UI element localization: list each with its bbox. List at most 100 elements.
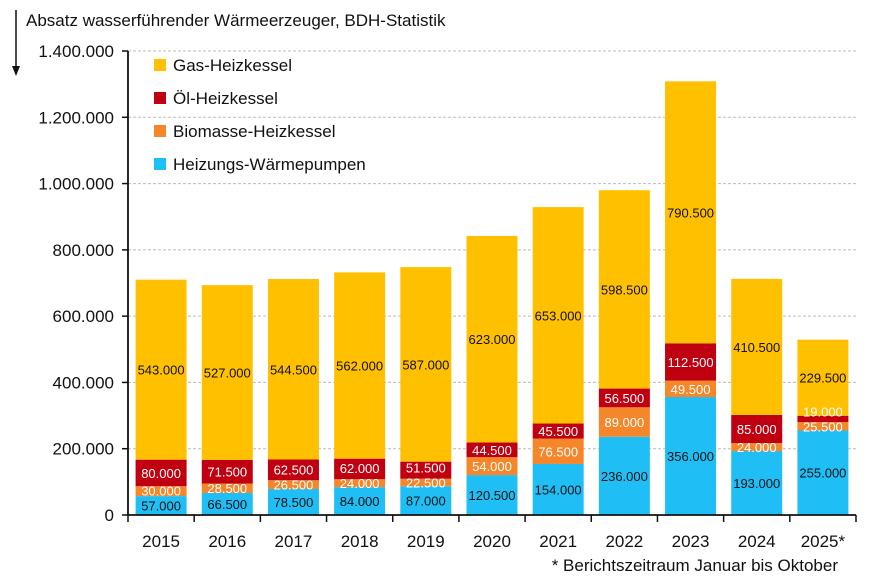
bar-segment (665, 81, 717, 344)
bar-segment (334, 272, 386, 459)
y-tick-label: 1.400.000 (38, 42, 114, 61)
bar-segment (532, 438, 584, 464)
data-label: 587.000 (402, 357, 449, 372)
data-label: 19.000 (803, 404, 843, 419)
y-tick-label: 400.000 (53, 373, 114, 392)
data-label: 22.500 (406, 475, 446, 490)
y-tick-label: 200.000 (53, 440, 114, 459)
bar-segment (466, 457, 518, 476)
data-label: 25.500 (803, 419, 843, 434)
title-arrow-head (12, 66, 20, 76)
bar-segment (135, 459, 187, 487)
data-label: 193.000 (733, 476, 780, 491)
data-label: 66.500 (207, 497, 247, 512)
bar-segment (797, 339, 849, 416)
data-label: 598.500 (601, 282, 648, 297)
bar-segment (665, 380, 717, 398)
data-label: 56.500 (604, 391, 644, 406)
bar-segment (731, 451, 783, 515)
x-tick-label: 2017 (275, 532, 313, 551)
bar-segment (598, 190, 650, 389)
bar-segment (400, 478, 452, 487)
y-tick-label: 1.000.000 (38, 175, 114, 194)
data-label: 84.000 (340, 494, 380, 509)
y-tick-label: 800.000 (53, 241, 114, 260)
bar-segment (201, 285, 253, 460)
y-tick-label: 600.000 (53, 307, 114, 326)
bar-segment (532, 463, 584, 515)
bar-segment (797, 415, 849, 423)
data-label: 154.000 (535, 482, 582, 497)
data-label: 24.000 (340, 476, 380, 491)
bar-segment (267, 480, 319, 489)
bar-segment (466, 235, 518, 443)
bar-segment (665, 397, 717, 515)
bar-segment (267, 279, 319, 460)
bar-segment (797, 422, 849, 431)
data-label: 57.000 (141, 499, 181, 514)
x-tick-label: 2024 (738, 532, 776, 551)
x-tick-label: 2015 (142, 532, 180, 551)
x-tick-label: 2018 (341, 532, 379, 551)
data-label: 120.500 (469, 488, 516, 503)
bar-segment (400, 267, 452, 462)
data-label: 527.000 (204, 365, 251, 380)
x-tick-label: 2021 (539, 532, 577, 551)
data-label: 62.000 (340, 461, 380, 476)
data-label: 89.000 (604, 415, 644, 430)
data-label: 87.000 (406, 494, 446, 509)
data-label: 653.000 (535, 308, 582, 323)
chart-title: Absatz wasserführender Wärmeerzeuger, BD… (26, 11, 446, 30)
bar-segment (334, 487, 386, 515)
data-label: 26.500 (274, 478, 314, 493)
data-label: 623.000 (469, 332, 516, 347)
data-label: 44.500 (472, 443, 512, 458)
data-label: 28.500 (207, 481, 247, 496)
footnote: * Berichtszeitraum Januar bis Oktober (552, 556, 839, 575)
x-tick-label: 2023 (672, 532, 710, 551)
legend-label: Heizungs-Wärmepumpen (173, 155, 366, 174)
bar-segment (201, 492, 253, 515)
bar-segment (598, 407, 650, 437)
bar-segment (135, 279, 187, 460)
data-label: 45.500 (538, 424, 578, 439)
data-label: 255.000 (799, 466, 846, 481)
data-label: 356.000 (667, 449, 714, 464)
bar-segment (334, 479, 386, 488)
bar-segment (135, 496, 187, 515)
bar-segment (598, 388, 650, 408)
data-label: 543.000 (138, 363, 185, 378)
legend-label: Biomasse-Heizkessel (173, 122, 336, 141)
bar-segment (532, 207, 584, 424)
legend-swatch (154, 92, 166, 104)
data-label: 236.000 (601, 469, 648, 484)
y-tick-label: 0 (105, 506, 114, 525)
x-tick-label: 2016 (208, 532, 246, 551)
bar-segment (201, 459, 253, 484)
data-label: 80.000 (141, 466, 181, 481)
data-label: 78.500 (274, 495, 314, 510)
bar-segment (466, 442, 518, 458)
y-tick-label: 1.200.000 (38, 108, 114, 127)
bar-segment (731, 278, 783, 415)
data-label: 71.500 (207, 465, 247, 480)
bar-segment (466, 475, 518, 515)
bar-segment (334, 458, 386, 480)
data-label: 24.000 (737, 440, 777, 455)
data-label: 62.500 (274, 463, 314, 478)
data-label: 229.500 (799, 371, 846, 386)
legend-label: Gas-Heizkessel (173, 56, 292, 75)
x-tick-label: 2019 (407, 532, 445, 551)
bar-segment (731, 443, 783, 452)
data-label: 49.500 (671, 382, 711, 397)
bar-segment (267, 488, 319, 515)
bar-segment (400, 486, 452, 515)
data-label: 51.500 (406, 460, 446, 475)
bar-segment (135, 486, 187, 497)
bar-segment (598, 436, 650, 515)
data-label: 562.000 (336, 359, 383, 374)
legend-label: Öl-Heizkessel (173, 89, 278, 108)
bar-segment (731, 414, 783, 444)
